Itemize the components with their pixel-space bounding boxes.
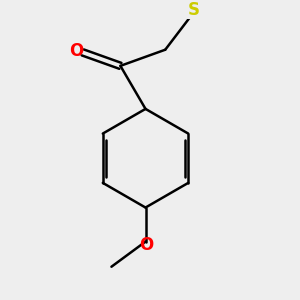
Text: O: O xyxy=(139,236,154,254)
Text: O: O xyxy=(69,42,84,60)
Text: S: S xyxy=(188,1,200,19)
